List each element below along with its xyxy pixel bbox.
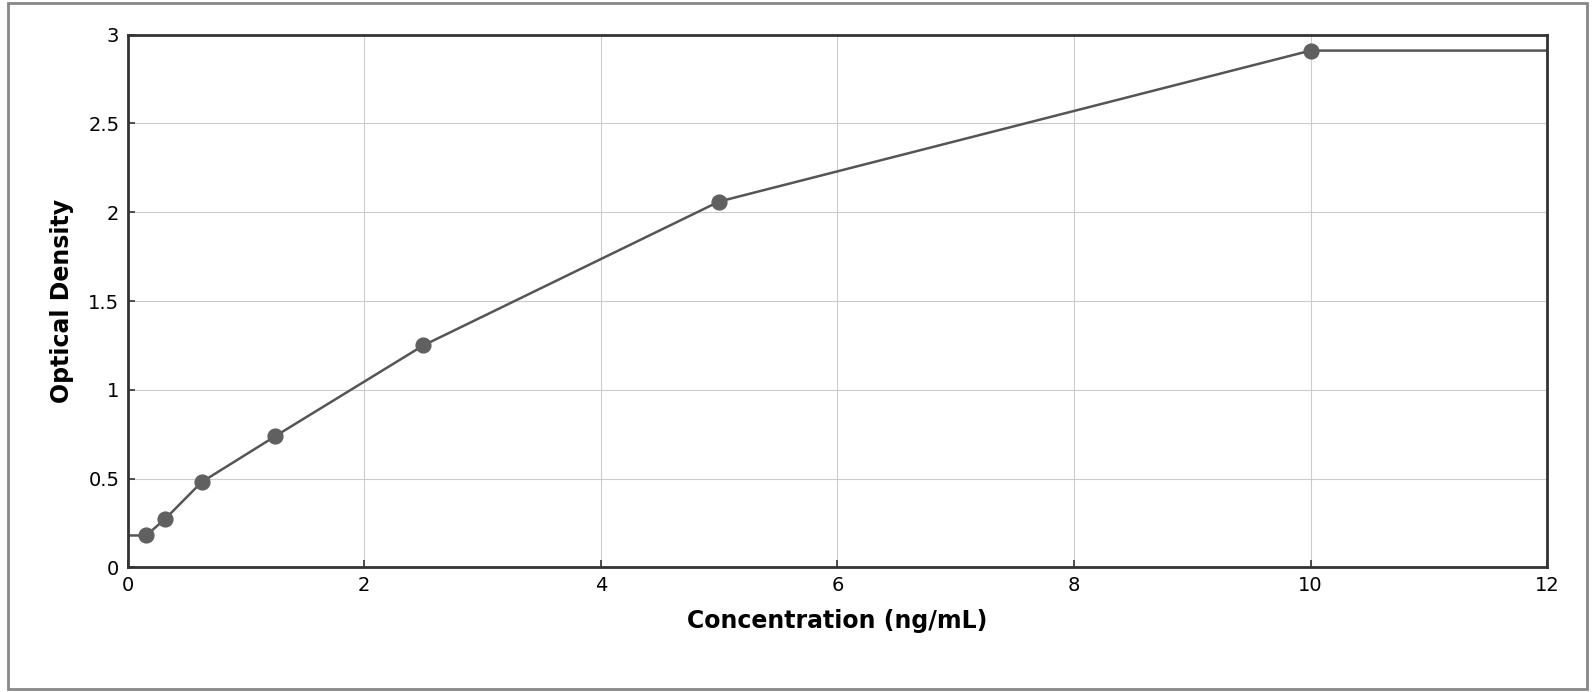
X-axis label: Concentration (ng/mL): Concentration (ng/mL) xyxy=(687,609,987,632)
Point xyxy=(1298,45,1324,56)
Point xyxy=(410,340,435,351)
Point xyxy=(134,530,160,541)
Y-axis label: Optical Density: Optical Density xyxy=(51,199,75,403)
Point xyxy=(263,430,289,441)
Point xyxy=(152,514,177,525)
Point xyxy=(188,477,214,488)
Point xyxy=(707,196,732,207)
